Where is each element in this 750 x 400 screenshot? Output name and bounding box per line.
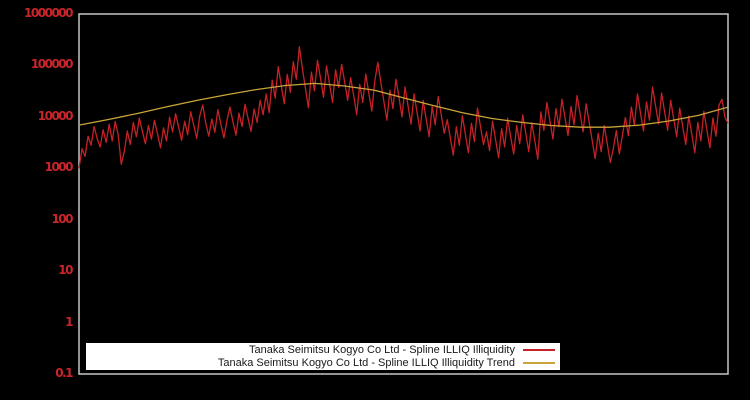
- legend-label-trend: Tanaka Seimitsu Kogyo Co Ltd - Spline IL…: [217, 357, 515, 369]
- y-tick-label: 1: [65, 314, 73, 329]
- legend-row-illiquidity: Tanaka Seimitsu Kogyo Co Ltd - Spline IL…: [86, 344, 555, 357]
- legend-line-sample-illiquidity: [523, 349, 555, 351]
- y-tick-label: 100000: [30, 57, 74, 72]
- y-axis: 1000000 100000 10000 1000 100 10 1 0.1: [0, 0, 74, 400]
- y-tick-label: 10: [58, 263, 73, 278]
- y-tick-label: 1000000: [24, 6, 73, 20]
- trend-line: [78, 82, 729, 128]
- legend-label-illiquidity: Tanaka Seimitsu Kogyo Co Ltd - Spline IL…: [249, 344, 515, 356]
- legend-line-sample-trend: [523, 362, 555, 364]
- y-tick-label: 100: [51, 211, 73, 226]
- legend-row-trend: Tanaka Seimitsu Kogyo Co Ltd - Spline IL…: [86, 357, 555, 370]
- y-tick-label: 0.1: [55, 366, 73, 380]
- y-tick-label: 10000: [37, 108, 74, 123]
- legend: Tanaka Seimitsu Kogyo Co Ltd - Spline IL…: [86, 343, 560, 370]
- y-tick-label: 1000: [44, 160, 74, 175]
- illiquidity-series-line: [78, 46, 729, 169]
- plot-frame: [78, 13, 729, 375]
